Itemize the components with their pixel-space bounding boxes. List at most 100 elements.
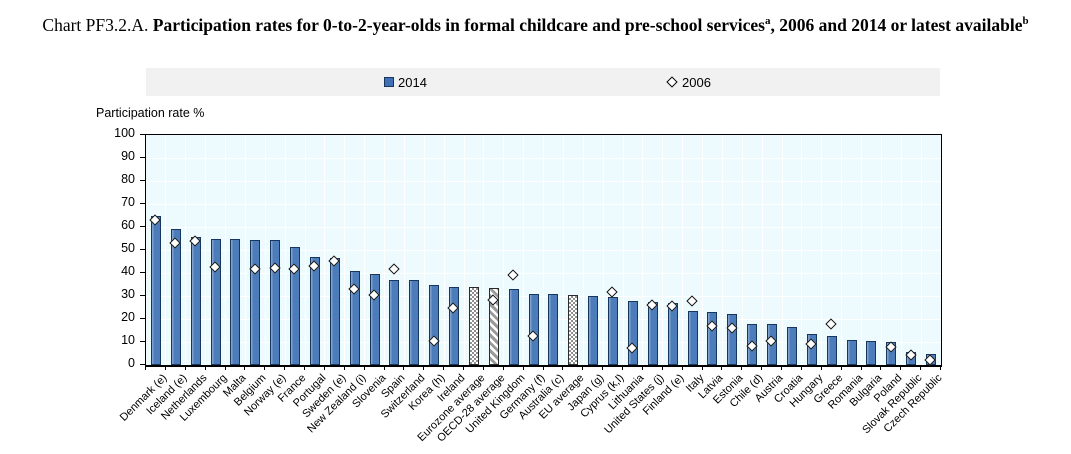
- bar-finland-e: [667, 302, 678, 365]
- y-tick-label: 60: [121, 218, 135, 232]
- chart-title-main-2: , 2006 and 2014 or latest available: [770, 14, 1023, 35]
- x-tick-mark: [463, 366, 464, 370]
- y-tick-label: 10: [121, 333, 135, 347]
- bar-eu-average: [568, 294, 579, 365]
- bar-slovenia: [369, 274, 380, 365]
- bar-estonia: [727, 314, 738, 365]
- x-tick-mark: [562, 366, 564, 370]
- y-tick-label: 70: [121, 195, 135, 209]
- y-tick-mark: [140, 341, 145, 342]
- y-tick-mark: [140, 318, 145, 319]
- bar-cyprus-k-l: [608, 297, 619, 365]
- x-tick-mark: [681, 366, 683, 370]
- bar-australia-c: [548, 293, 559, 365]
- x-tick-mark: [482, 366, 484, 370]
- x-tick-mark: [542, 366, 544, 370]
- bar-portugal: [309, 256, 320, 365]
- bar-united-kingdom: [508, 289, 519, 365]
- y-tick-label: 20: [121, 310, 135, 324]
- x-tick-mark: [800, 366, 802, 370]
- bar-netherlands: [190, 237, 201, 365]
- x-tick-mark: [641, 366, 643, 370]
- y-tick-label: 100: [114, 126, 135, 140]
- bar-korea-h: [429, 284, 440, 365]
- legend-item-2006: 2006: [666, 68, 711, 96]
- x-tick-mark: [781, 366, 782, 370]
- x-tick-mark: [661, 366, 663, 370]
- legend: 2014 2006: [146, 68, 940, 96]
- x-tick-mark: [423, 366, 425, 370]
- x-tick-mark: [900, 366, 902, 370]
- bar-malta: [230, 239, 241, 365]
- bar-iceland-e: [170, 229, 181, 365]
- x-tick-mark: [622, 366, 623, 370]
- bar-latvia: [707, 312, 718, 365]
- bar-luxembourg: [210, 239, 221, 365]
- y-tick-mark: [140, 157, 145, 158]
- legend-label-2006: 2006: [682, 74, 711, 90]
- y-tick-label: 90: [121, 149, 135, 163]
- bar-switzerland: [409, 279, 420, 365]
- x-tick-mark: [443, 366, 445, 370]
- chart-title-prefix: Chart PF3.2.A.: [42, 14, 149, 35]
- bar-japan-g: [588, 296, 599, 365]
- bar-oecd-28-average: [488, 287, 499, 365]
- marker-2006-greece: [825, 318, 837, 330]
- x-tick-mark: [264, 366, 266, 370]
- x-tick-mark: [343, 366, 345, 370]
- bar-greece: [826, 336, 837, 365]
- bar-norway-e: [270, 239, 281, 365]
- gridline-horizontal: [146, 180, 941, 182]
- x-tick-mark: [383, 366, 385, 370]
- y-tick-mark: [140, 226, 145, 227]
- x-tick-mark: [820, 366, 822, 370]
- bar-ireland: [449, 286, 460, 365]
- x-tick-mark: [860, 366, 862, 370]
- bar-denmark-e: [150, 215, 161, 365]
- y-tick-label: 0: [128, 356, 135, 370]
- x-tick-mark: [701, 366, 703, 370]
- bar-bulgaria: [866, 340, 877, 365]
- footnote-b: b: [1022, 15, 1029, 27]
- bar-germany-f: [528, 293, 539, 365]
- marker-2006-italy: [686, 295, 698, 307]
- x-tick-mark: [145, 366, 146, 370]
- x-tick-mark: [244, 366, 246, 370]
- x-tick-mark: [164, 366, 166, 370]
- gridline-horizontal: [146, 272, 941, 274]
- y-tick-label: 40: [121, 264, 135, 278]
- x-tick-mark: [284, 366, 286, 370]
- x-tick-mark: [582, 366, 584, 370]
- gridline-horizontal: [146, 157, 941, 159]
- x-tick-mark: [880, 366, 882, 370]
- bar-romania: [846, 339, 857, 365]
- y-tick-mark: [140, 249, 145, 250]
- x-tick-mark: [184, 366, 186, 370]
- y-tick-mark: [140, 134, 145, 135]
- x-tick-mark: [840, 366, 842, 370]
- x-tick-mark: [502, 366, 504, 370]
- bar-united-states-j: [647, 301, 658, 365]
- gridline-horizontal: [146, 203, 941, 205]
- x-tick-mark: [920, 366, 922, 370]
- x-tick-mark: [761, 366, 763, 370]
- marker-2006-united-kingdom: [507, 269, 519, 281]
- y-tick-mark: [140, 295, 145, 296]
- bar-italy: [687, 310, 698, 365]
- legend-diamond-marker-icon: [666, 76, 678, 88]
- x-tick-mark: [304, 366, 305, 370]
- bar-belgium: [250, 239, 261, 365]
- gridline-horizontal: [146, 318, 941, 320]
- bar-lithuania: [627, 300, 638, 365]
- footnote-a: a: [764, 15, 771, 27]
- gridline-horizontal: [146, 226, 941, 228]
- x-tick-mark: [403, 366, 405, 370]
- x-tick-mark: [602, 366, 604, 370]
- chart-title-main: Participation rates for 0-to-2-year-olds…: [152, 14, 765, 35]
- y-tick-mark: [140, 180, 145, 181]
- y-axis-title: Participation rate %: [96, 106, 205, 120]
- bar-new-zealand-i: [349, 270, 360, 365]
- x-tick-mark: [522, 366, 524, 370]
- y-tick-label: 50: [121, 241, 135, 255]
- gridline-horizontal: [146, 295, 941, 297]
